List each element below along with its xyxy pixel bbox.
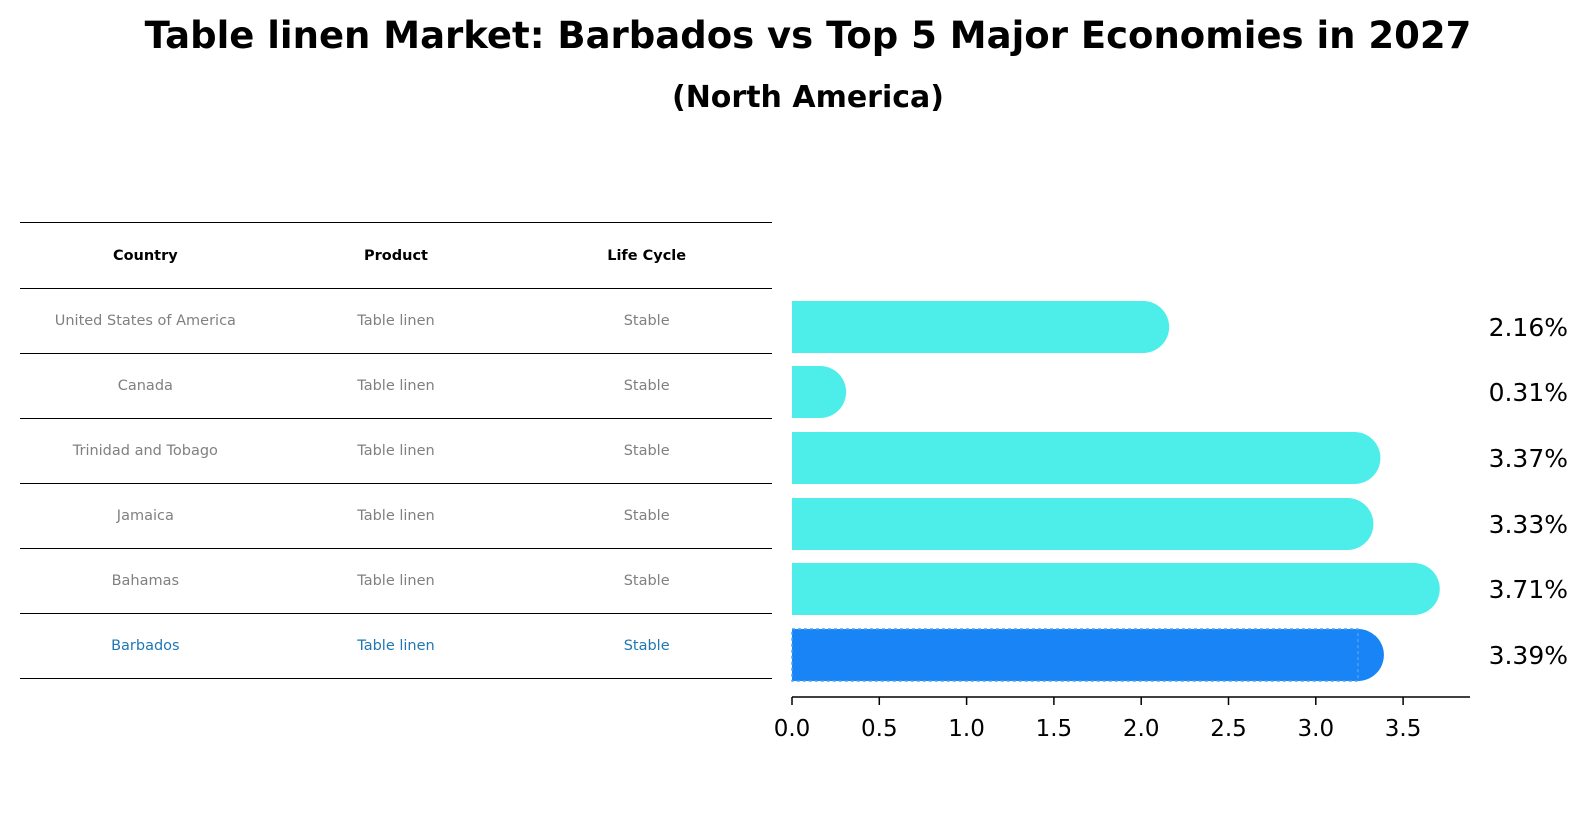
- cell-life-cycle: Stable: [623, 638, 670, 654]
- bar-cap: [1117, 301, 1170, 353]
- bar-body: [792, 432, 1355, 484]
- bar-body: [792, 301, 1144, 353]
- cell-product: Table linen: [357, 508, 435, 524]
- chart-subtitle: (North America): [671, 80, 944, 115]
- bar-united-states-of-america: [792, 301, 1170, 353]
- cell-country: United States of America: [54, 313, 236, 329]
- cell-life-cycle: Stable: [623, 508, 670, 524]
- header-product: Product: [364, 247, 428, 264]
- cell-product: Table linen: [357, 573, 435, 589]
- value-label: 0.31%: [1489, 378, 1568, 407]
- data-table: Country Product Life Cycle United States…: [20, 222, 772, 679]
- cell-product: Table linen: [357, 313, 435, 329]
- cell-country: Trinidad and Tobago: [72, 443, 218, 459]
- bar-canada: [792, 366, 847, 418]
- table-row: Canada Table linen Stable: [20, 354, 772, 419]
- cell-life-cycle: Stable: [623, 378, 670, 394]
- x-tick-label: 1.0: [948, 716, 985, 742]
- value-label: 3.39%: [1489, 641, 1568, 670]
- bar-cap: [794, 366, 847, 418]
- header-country: Country: [112, 247, 178, 264]
- chart-title: Table linen Market: Barbados vs Top 5 Ma…: [144, 14, 1472, 57]
- bar-jamaica: [792, 498, 1374, 550]
- table-header-row: Country Product Life Cycle: [20, 223, 772, 289]
- bar-highlight-outline: [791, 628, 1359, 682]
- cell-country: Bahamas: [111, 573, 180, 589]
- x-tick-label: 2.5: [1210, 716, 1247, 742]
- bar-barbados: [791, 628, 1384, 682]
- cell-product: Table linen: [357, 443, 435, 459]
- x-tick-label: 0.5: [861, 716, 898, 742]
- bar-body: [792, 498, 1348, 550]
- value-label: 3.33%: [1489, 510, 1568, 539]
- cell-life-cycle: Stable: [623, 313, 670, 329]
- cell-country: Canada: [117, 378, 173, 394]
- table-row: Bahamas Table linen Stable: [20, 549, 772, 614]
- x-tick-label: 3.5: [1385, 716, 1422, 742]
- value-label: 3.71%: [1489, 575, 1568, 604]
- cell-country: Jamaica: [116, 508, 174, 524]
- bar-body: [792, 629, 1358, 681]
- x-tick-label: 0.0: [774, 716, 811, 742]
- cell-country: Barbados: [111, 638, 180, 654]
- bar-bahamas: [792, 563, 1440, 615]
- bar-cap: [1331, 629, 1384, 681]
- table-row: United States of America Table linen Sta…: [20, 289, 772, 354]
- x-tick-label: 2.0: [1123, 716, 1160, 742]
- header-life-cycle: Life Cycle: [607, 247, 687, 264]
- cell-life-cycle: Stable: [623, 573, 670, 589]
- table-row-highlighted: Barbados Table linen Stable: [20, 614, 772, 679]
- bar-cap: [1321, 498, 1374, 550]
- value-label: 2.16%: [1489, 313, 1568, 342]
- table-row: Trinidad and Tobago Table linen Stable: [20, 419, 772, 484]
- x-tick-label: 3.0: [1298, 716, 1335, 742]
- bar-cap: [1387, 563, 1440, 615]
- bar-body: [792, 563, 1414, 615]
- cell-product: Table linen: [357, 378, 435, 394]
- table-row: Jamaica Table linen Stable: [20, 484, 772, 549]
- cell-product: Table linen: [357, 638, 435, 654]
- value-label: 3.37%: [1489, 444, 1568, 473]
- cell-life-cycle: Stable: [623, 443, 670, 459]
- bar-trinidad-and-tobago: [792, 432, 1381, 484]
- x-tick-label: 1.5: [1036, 716, 1073, 742]
- bar-cap: [1328, 432, 1381, 484]
